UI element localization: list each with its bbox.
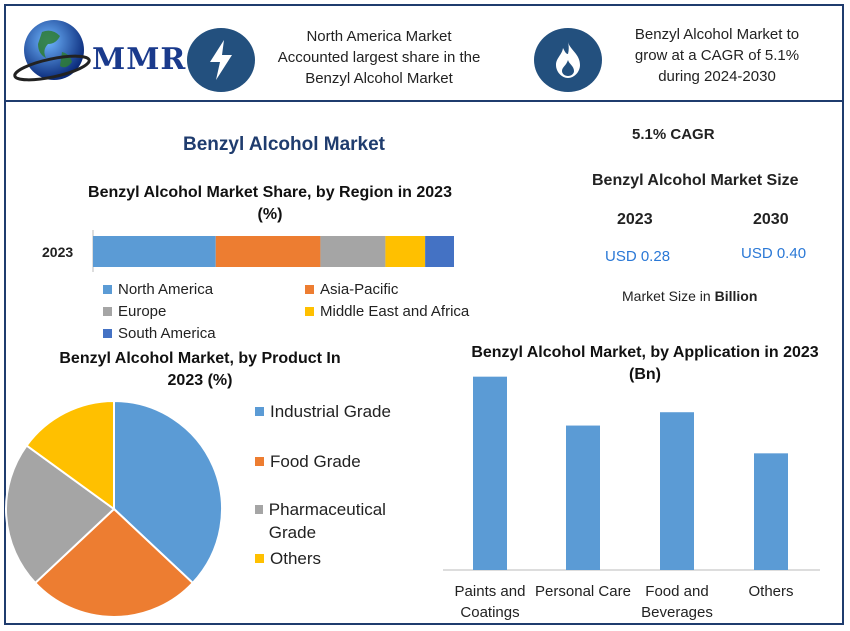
market-size-value-2023: USD 0.28 <box>605 248 671 265</box>
app-bar-personal-care <box>566 425 600 570</box>
xtick-paints-coatings: Paints and Coatings <box>454 583 526 621</box>
pie-slice-food-grade <box>33 507 195 618</box>
market-size-note-unit: Billion <box>714 288 758 304</box>
header-box1-line1: North America Market <box>306 28 452 45</box>
region-bar-segment-north-america <box>93 236 216 267</box>
legend-middle-east-africa: Middle East and Africa <box>305 303 469 320</box>
header-box1-line2: Accounted largest share in the <box>277 49 481 66</box>
legend-industrial-grade: Industrial Grade <box>255 400 391 423</box>
lightning-badge <box>187 28 255 92</box>
flame-badge <box>534 28 602 92</box>
application-chart-title: Benzyl Alcohol Market, by Application in… <box>471 344 819 383</box>
globe-icon <box>13 20 91 82</box>
product-chart-title: Benzyl Alcohol Market, by Product In 202… <box>59 350 341 389</box>
legend-asia-pacific: Asia-Pacific <box>305 281 398 298</box>
app-bar-others <box>754 453 788 570</box>
header-box1-line3: Benzyl Alcohol Market <box>305 70 453 87</box>
market-size-value-2030: USD 0.40 <box>741 245 807 262</box>
lightning-icon <box>210 40 232 80</box>
legend-label: Pharmaceutical Grade <box>268 500 386 542</box>
header-box2-line2: grow at a CAGR of 5.1% <box>634 47 800 64</box>
region-bar-segment-europe <box>320 236 386 267</box>
legend-swatch <box>103 329 112 338</box>
logo-text: MMR <box>92 42 187 77</box>
pie-slice-others <box>25 399 115 511</box>
legend-swatch <box>255 554 264 563</box>
cagr-label: 5.1% CAGR <box>632 126 715 143</box>
legend-label: Food Grade <box>270 452 361 471</box>
legend-pharmaceutical-grade: Pharmaceutical Grade <box>255 498 415 544</box>
market-size-year-2030: 2030 <box>753 211 789 228</box>
legend-label: North America <box>118 281 214 298</box>
xtick-others: Others <box>748 583 794 600</box>
legend-europe: Europe <box>103 303 166 320</box>
legend-swatch <box>305 307 314 316</box>
legend-label: Europe <box>118 303 167 320</box>
app-bar-food-and-beverages <box>660 412 694 570</box>
legend-swatch <box>103 285 112 294</box>
region-bar-segment-south-america <box>425 236 454 267</box>
legend-label: South America <box>118 325 216 342</box>
legend-south-america: South America <box>103 325 216 342</box>
header-box2-line1: Benzyl Alcohol Market to <box>634 26 800 43</box>
legend-label: Middle East and Africa <box>320 303 470 320</box>
pie-slice-pharmaceutical-grade <box>5 444 116 585</box>
legend-label: Asia-Pacific <box>320 281 399 298</box>
legend-swatch <box>255 407 264 416</box>
legend-swatch <box>305 285 314 294</box>
market-size-year-2023: 2023 <box>617 211 653 228</box>
region-category-label: 2023 <box>42 244 74 260</box>
market-size-title: Benzyl Alcohol Market Size <box>592 172 799 189</box>
flame-icon <box>556 42 580 78</box>
legend-north-america: North America <box>103 281 213 298</box>
market-size-note-prefix: Market Size in <box>622 288 715 304</box>
xtick-food-beverages: Food and Beverages <box>641 583 713 621</box>
header-box1: North America Market Accounted largest s… <box>262 26 496 89</box>
region-bar-segment-asia-pacific <box>215 236 321 267</box>
legend-swatch <box>103 307 112 316</box>
main-title: Benzyl Alcohol Market <box>183 134 386 155</box>
legend-label: Industrial Grade <box>270 402 391 421</box>
xtick-personal-care: Personal Care <box>535 583 631 600</box>
region-chart-title: Benzyl Alcohol Market Share, by Region i… <box>88 184 452 223</box>
legend-swatch <box>255 505 263 514</box>
app-bar-paints-and-coatings <box>473 376 507 570</box>
header-box2: Benzyl Alcohol Market to grow at a CAGR … <box>606 24 828 87</box>
legend-swatch <box>255 457 264 466</box>
legend-label: Others <box>270 549 322 568</box>
legend-food-grade: Food Grade <box>255 450 361 473</box>
region-bar-segment-middle-east-and-africa <box>385 236 426 267</box>
market-size-note: Market Size in Billion <box>622 288 757 304</box>
header-box2-line3: during 2024-2030 <box>658 68 776 85</box>
logo: MMR <box>12 12 185 92</box>
outer-frame <box>4 4 844 625</box>
legend-others: Others <box>255 547 321 570</box>
header-divider <box>6 100 842 102</box>
pie-slice-industrial-grade <box>113 399 223 585</box>
